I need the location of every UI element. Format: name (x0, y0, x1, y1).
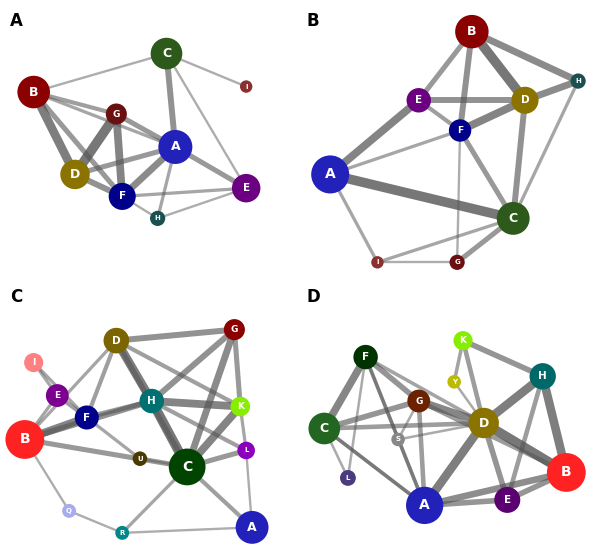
Point (467, 27, 476, 36)
Point (112, 336, 121, 345)
Point (479, 419, 488, 428)
Text: L: L (244, 447, 248, 453)
Text: I: I (245, 83, 247, 89)
Text: B: B (561, 466, 572, 480)
Text: B: B (467, 25, 476, 38)
Text: G: G (230, 325, 238, 334)
Text: D: D (70, 168, 80, 181)
Text: C: C (509, 212, 518, 225)
Text: I: I (376, 259, 379, 266)
Text: A: A (325, 168, 335, 182)
Point (508, 214, 518, 223)
Point (393, 435, 403, 444)
Text: S: S (395, 437, 401, 443)
Point (20, 435, 29, 444)
Text: I: I (32, 358, 35, 367)
Text: H: H (155, 215, 161, 221)
Point (325, 170, 335, 179)
Point (170, 143, 180, 151)
Point (320, 424, 329, 433)
Point (230, 325, 239, 334)
Point (455, 126, 465, 135)
Point (414, 96, 424, 105)
Text: F: F (83, 413, 91, 423)
Text: A: A (247, 521, 257, 534)
Point (241, 82, 251, 91)
Point (112, 110, 121, 119)
Text: E: E (54, 391, 61, 400)
Point (161, 49, 171, 58)
Point (118, 528, 127, 537)
Point (64, 506, 74, 515)
Text: Q: Q (66, 508, 72, 514)
Point (52, 391, 62, 400)
Text: C: C (10, 288, 22, 306)
Point (420, 501, 430, 510)
Point (241, 184, 251, 193)
Text: A: A (170, 140, 180, 154)
Text: E: E (504, 495, 511, 505)
Text: F: F (119, 191, 126, 201)
Point (29, 88, 38, 97)
Text: B: B (29, 86, 38, 98)
Point (562, 468, 571, 477)
Text: R: R (119, 530, 125, 536)
Text: U: U (137, 456, 143, 462)
Point (247, 523, 257, 532)
Point (574, 77, 583, 86)
Text: C: C (162, 47, 171, 60)
Text: K: K (237, 402, 244, 411)
Point (82, 413, 92, 422)
Text: C: C (320, 422, 329, 435)
Text: F: F (457, 126, 463, 135)
Text: Y: Y (452, 379, 457, 385)
Point (241, 446, 251, 455)
Text: B: B (307, 12, 319, 30)
Text: G: G (113, 110, 120, 119)
Point (135, 454, 145, 463)
Point (458, 336, 468, 345)
Point (70, 170, 80, 179)
Text: H: H (538, 371, 547, 381)
Point (373, 258, 382, 267)
Text: D: D (307, 288, 320, 306)
Text: E: E (242, 183, 250, 193)
Point (29, 358, 38, 367)
Text: D: D (112, 335, 121, 345)
Point (502, 495, 512, 504)
Text: B: B (20, 433, 30, 447)
Point (449, 377, 459, 386)
Text: D: D (521, 95, 529, 105)
Text: F: F (362, 352, 369, 362)
Point (452, 258, 462, 267)
Point (182, 462, 192, 471)
Point (361, 353, 370, 362)
Text: E: E (415, 95, 422, 105)
Text: G: G (454, 259, 460, 266)
Text: H: H (575, 78, 581, 84)
Text: C: C (182, 460, 192, 474)
Text: H: H (148, 396, 156, 406)
Text: D: D (479, 416, 489, 429)
Point (520, 96, 530, 105)
Text: A: A (10, 12, 23, 30)
Text: G: G (415, 396, 422, 405)
Point (147, 396, 157, 405)
Point (235, 402, 245, 411)
Text: L: L (346, 475, 350, 481)
Text: K: K (460, 336, 467, 345)
Text: A: A (419, 499, 430, 513)
Point (414, 396, 424, 405)
Point (538, 372, 548, 381)
Point (343, 473, 353, 482)
Point (153, 214, 163, 223)
Point (118, 192, 127, 201)
